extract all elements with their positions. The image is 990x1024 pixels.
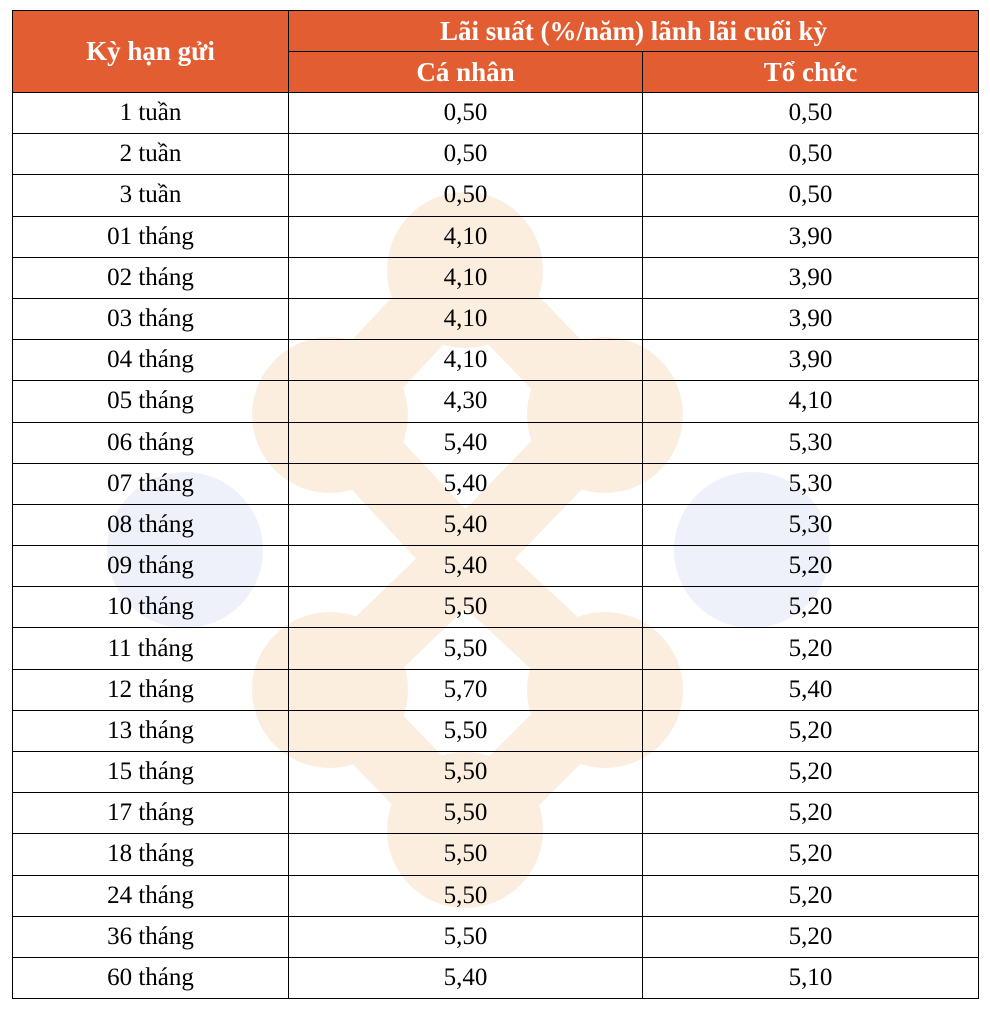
term-cell: 06 tháng bbox=[12, 421, 289, 464]
individual-rate-cell: 5,50 bbox=[288, 586, 643, 629]
table-row: 13 tháng 5,50 5,20 bbox=[12, 709, 980, 753]
term-cell: 03 tháng bbox=[12, 297, 289, 341]
individual-rate-cell: 4,30 bbox=[288, 380, 643, 423]
table-row: 36 tháng 5,50 5,20 bbox=[12, 915, 980, 958]
individual-rate-cell: 5,50 bbox=[288, 874, 643, 917]
table-row: 24 tháng 5,50 5,20 bbox=[12, 874, 980, 917]
table-row: 12 tháng 5,70 5,40 bbox=[12, 668, 980, 711]
individual-rate-cell: 5,50 bbox=[288, 709, 643, 753]
term-cell: 08 tháng bbox=[12, 503, 289, 547]
individual-rate-cell: 0,50 bbox=[288, 174, 643, 217]
organization-rate-cell: 3,90 bbox=[641, 215, 980, 258]
table-row: 15 tháng 5,50 5,20 bbox=[12, 750, 980, 794]
table-row: 03 tháng 4,10 3,90 bbox=[12, 297, 980, 341]
individual-rate-cell: 4,10 bbox=[288, 339, 643, 382]
organization-rate-cell: 3,90 bbox=[641, 256, 980, 299]
individual-rate-cell: 5,50 bbox=[288, 792, 643, 835]
organization-rate-cell: 5,20 bbox=[641, 792, 980, 835]
individual-rate-cell: 5,40 bbox=[288, 545, 643, 588]
individual-rate-cell: 5,50 bbox=[288, 833, 643, 876]
term-cell: 04 tháng bbox=[12, 339, 289, 382]
organization-rate-cell: 5,20 bbox=[641, 915, 980, 958]
organization-rate-cell: 3,90 bbox=[641, 297, 980, 341]
term-cell: 18 tháng bbox=[12, 833, 289, 876]
table-row: 09 tháng 5,40 5,20 bbox=[12, 545, 980, 588]
organization-rate-cell: 5,20 bbox=[641, 833, 980, 876]
organization-rate-cell: 5,30 bbox=[641, 462, 980, 505]
table-row: 08 tháng 5,40 5,30 bbox=[12, 503, 980, 547]
table-row: 06 tháng 5,40 5,30 bbox=[12, 421, 980, 464]
term-cell: 60 tháng bbox=[12, 956, 289, 1000]
organization-rate-cell: 0,50 bbox=[641, 133, 980, 176]
individual-rate-cell: 5,40 bbox=[288, 421, 643, 464]
table-row: 07 tháng 5,40 5,30 bbox=[12, 462, 980, 505]
organization-rate-cell: 5,20 bbox=[641, 586, 980, 629]
term-cell: 12 tháng bbox=[12, 668, 289, 711]
individual-rate-cell: 4,10 bbox=[288, 215, 643, 258]
organization-rate-cell: 5,10 bbox=[641, 956, 980, 1000]
organization-column-header: Tổ chức bbox=[641, 51, 980, 93]
individual-rate-cell: 5,50 bbox=[288, 750, 643, 794]
table-row: 10 tháng 5,50 5,20 bbox=[12, 586, 980, 629]
term-cell: 24 tháng bbox=[12, 874, 289, 917]
table-row: 01 tháng 4,10 3,90 bbox=[12, 215, 980, 258]
table-row: 60 tháng 5,40 5,10 bbox=[12, 956, 980, 1000]
term-cell: 13 tháng bbox=[12, 709, 289, 753]
organization-rate-cell: 5,40 bbox=[641, 668, 980, 711]
individual-column-header: Cá nhân bbox=[288, 51, 643, 93]
table-row: 2 tuần 0,50 0,50 bbox=[12, 133, 980, 176]
term-cell: 2 tuần bbox=[12, 133, 289, 176]
individual-rate-cell: 4,10 bbox=[288, 297, 643, 341]
organization-rate-cell: 5,20 bbox=[641, 709, 980, 753]
individual-rate-cell: 5,40 bbox=[288, 956, 643, 1000]
term-cell: 02 tháng bbox=[12, 256, 289, 299]
table-row: 11 tháng 5,50 5,20 bbox=[12, 627, 980, 670]
individual-rate-cell: 4,10 bbox=[288, 256, 643, 299]
individual-rate-cell: 0,50 bbox=[288, 133, 643, 176]
individual-rate-cell: 5,40 bbox=[288, 462, 643, 505]
individual-rate-cell: 5,40 bbox=[288, 503, 643, 547]
term-cell: 10 tháng bbox=[12, 586, 289, 629]
organization-rate-cell: 4,10 bbox=[641, 380, 980, 423]
organization-rate-cell: 5,20 bbox=[641, 627, 980, 670]
table-row: 1 tuần 0,50 0,50 bbox=[12, 91, 980, 135]
table-header: Kỳ hạn gửi Lãi suất (%/năm) lãnh lãi cuố… bbox=[12, 10, 980, 93]
table-row: 3 tuần 0,50 0,50 bbox=[12, 174, 980, 217]
term-column-header: Kỳ hạn gửi bbox=[12, 10, 289, 93]
table-row: 17 tháng 5,50 5,20 bbox=[12, 792, 980, 835]
organization-rate-cell: 5,20 bbox=[641, 545, 980, 588]
term-cell: 15 tháng bbox=[12, 750, 289, 794]
table-row: 05 tháng 4,30 4,10 bbox=[12, 380, 980, 423]
individual-rate-cell: 5,70 bbox=[288, 668, 643, 711]
term-cell: 09 tháng bbox=[12, 545, 289, 588]
term-cell: 05 tháng bbox=[12, 380, 289, 423]
term-cell: 01 tháng bbox=[12, 215, 289, 258]
term-cell: 07 tháng bbox=[12, 462, 289, 505]
organization-rate-cell: 0,50 bbox=[641, 91, 980, 135]
organization-rate-cell: 5,30 bbox=[641, 421, 980, 464]
organization-rate-cell: 5,20 bbox=[641, 750, 980, 794]
individual-rate-cell: 0,50 bbox=[288, 91, 643, 135]
table-row: 04 tháng 4,10 3,90 bbox=[12, 339, 980, 382]
table-row: 18 tháng 5,50 5,20 bbox=[12, 833, 980, 876]
interest-rate-table: Kỳ hạn gửi Lãi suất (%/năm) lãnh lãi cuố… bbox=[12, 10, 980, 1000]
individual-rate-cell: 5,50 bbox=[288, 915, 643, 958]
rate-group-header: Lãi suất (%/năm) lãnh lãi cuối kỳ bbox=[287, 10, 980, 52]
term-cell: 36 tháng bbox=[12, 915, 289, 958]
organization-rate-cell: 0,50 bbox=[641, 174, 980, 217]
term-cell: 1 tuần bbox=[12, 91, 289, 135]
term-cell: 11 tháng bbox=[12, 627, 289, 670]
organization-rate-cell: 5,20 bbox=[641, 874, 980, 917]
organization-rate-cell: 5,30 bbox=[641, 503, 980, 547]
table-body: 1 tuần 0,50 0,50 2 tuần 0,50 0,50 3 tuần 0,50 0,… bbox=[12, 91, 980, 1000]
table-row: 02 tháng 4,10 3,90 bbox=[12, 256, 980, 299]
individual-rate-cell: 5,50 bbox=[288, 627, 643, 670]
term-cell: 17 tháng bbox=[12, 792, 289, 835]
organization-rate-cell: 3,90 bbox=[641, 339, 980, 382]
term-cell: 3 tuần bbox=[12, 174, 289, 217]
